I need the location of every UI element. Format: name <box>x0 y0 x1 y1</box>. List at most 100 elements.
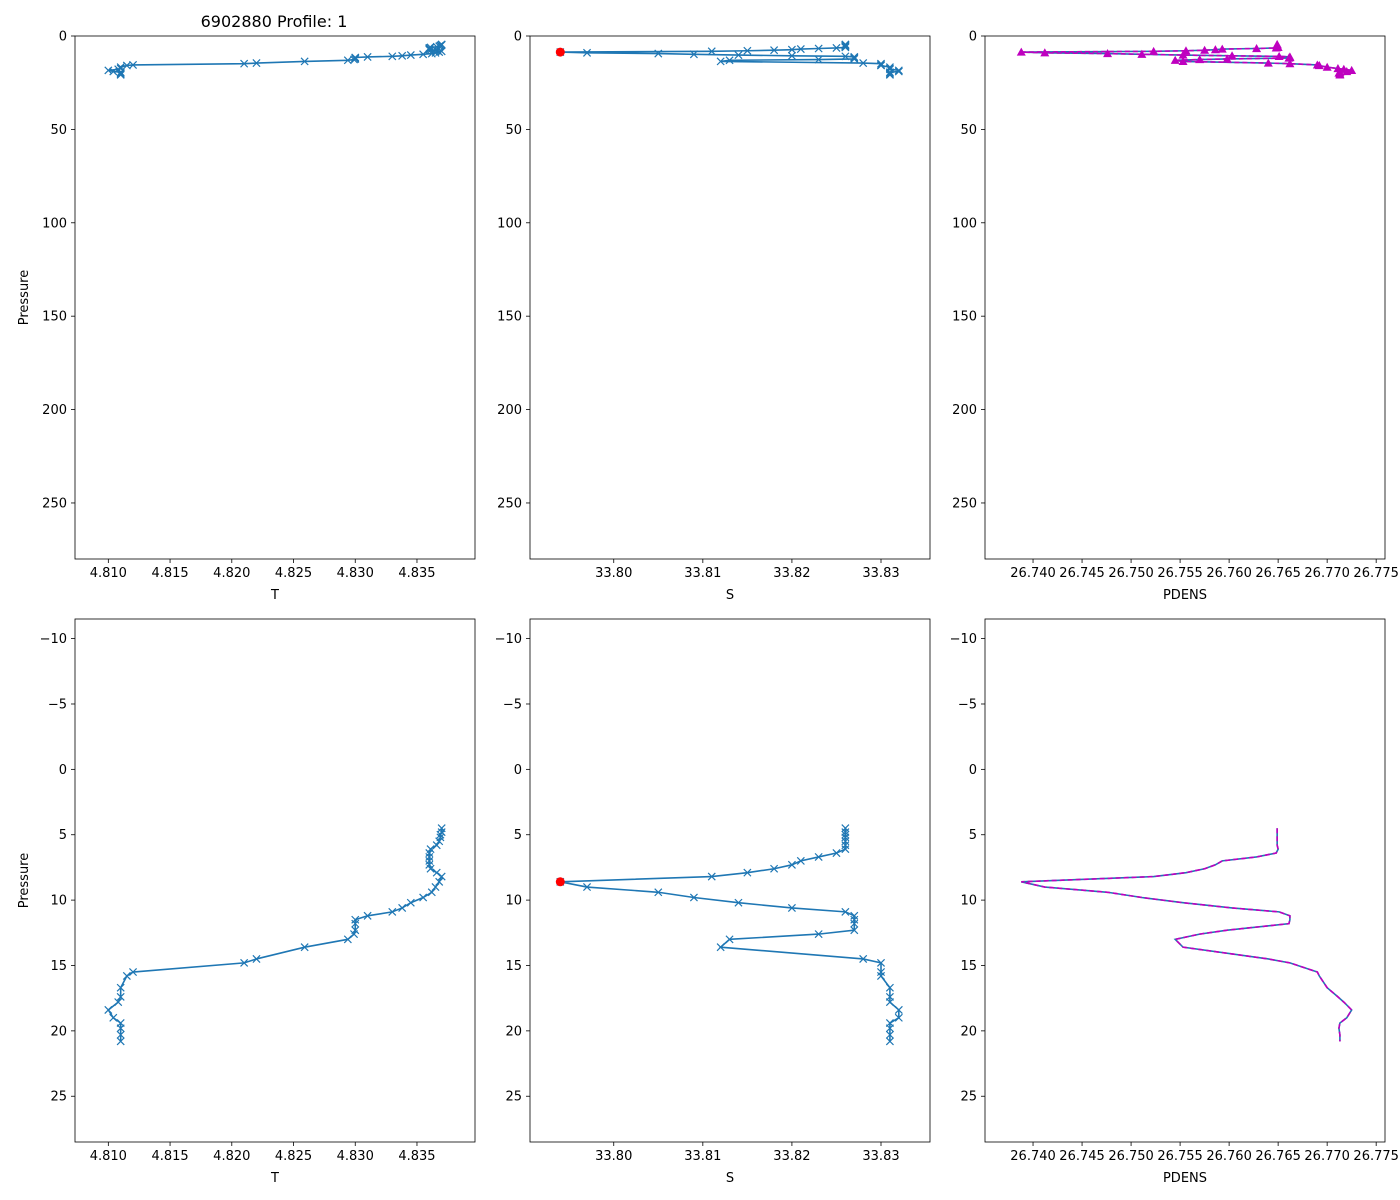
y-tick-label: 20 <box>505 1024 522 1039</box>
y-tick-label: 15 <box>960 959 977 974</box>
y-tick-label: 10 <box>960 894 977 909</box>
x-axis-label: S <box>726 588 734 603</box>
plot-bottom-salinity: 33.80 33.81 33.82 33.83−10−50510152025S <box>495 619 930 1186</box>
x-tick-label: 26.740 <box>1010 1149 1056 1164</box>
x-axis-label: PDENS <box>1163 588 1207 603</box>
x-tick-label: 33.80 <box>595 566 632 581</box>
x-tick-label: 26.750 <box>1108 566 1154 581</box>
figure-title: 6902880 Profile: 1 <box>201 12 348 31</box>
x-tick-label: 26.775 <box>1353 566 1399 581</box>
x-axis-label: T <box>270 1171 279 1186</box>
y-tick-label: 15 <box>50 959 67 974</box>
y-tick-label: 50 <box>505 123 522 138</box>
x-tick-label: 26.745 <box>1059 1149 1105 1164</box>
y-tick-label: 50 <box>50 123 67 138</box>
x-tick-label: 4.830 <box>337 566 374 581</box>
y-tick-label: 100 <box>952 216 977 231</box>
axes-frame <box>985 36 1385 559</box>
plot-top-salinity: 33.80 33.81 33.82 33.83050100150200250S <box>497 30 930 604</box>
data-point-marker <box>110 1014 117 1021</box>
y-tick-label: −10 <box>950 632 977 647</box>
y-tick-label: 25 <box>505 1090 522 1105</box>
x-tick-label: 26.770 <box>1304 1149 1350 1164</box>
plot-data <box>1017 40 1356 79</box>
y-tick-label: 250 <box>952 496 977 511</box>
y-tick-label: 0 <box>59 763 67 778</box>
x-tick-label: 4.815 <box>151 1149 188 1164</box>
x-tick-label: 33.80 <box>595 1149 632 1164</box>
x-tick-label: 4.835 <box>398 566 435 581</box>
y-tick-label: 250 <box>497 496 522 511</box>
y-tick-label: 50 <box>960 123 977 138</box>
x-tick-label: 26.770 <box>1304 566 1350 581</box>
x-tick-label: 26.760 <box>1206 566 1252 581</box>
y-tick-label: 250 <box>42 496 67 511</box>
axes-frame <box>530 36 930 559</box>
data-point-marker <box>407 899 414 906</box>
series-line <box>108 828 441 1041</box>
y-tick-label: 25 <box>50 1090 67 1105</box>
plot-data <box>105 825 446 1045</box>
plot-data <box>1021 828 1351 1041</box>
axes-frame <box>75 619 475 1142</box>
plot-data <box>556 825 903 1045</box>
y-tick-label: 0 <box>969 30 977 45</box>
y-tick-label: 150 <box>497 310 522 325</box>
figure: 6902880 Profile: 1 4.810 4.815 4.820 4.825 4… <box>0 0 1400 1200</box>
x-tick-label: 26.745 <box>1059 566 1105 581</box>
flagged-point <box>556 48 565 57</box>
y-tick-label: 0 <box>59 30 67 45</box>
x-tick-label: 4.820 <box>213 566 250 581</box>
x-axis-label: T <box>270 588 279 603</box>
y-tick-label: −5 <box>48 697 67 712</box>
data-point-marker <box>420 894 427 901</box>
y-tick-label: 150 <box>42 310 67 325</box>
x-axis-label: S <box>726 1171 734 1186</box>
plot-data <box>556 41 903 79</box>
x-tick-label: 33.82 <box>773 566 810 581</box>
y-tick-label: −5 <box>958 697 977 712</box>
x-tick-label: 4.810 <box>90 1149 127 1164</box>
data-point-marker <box>851 54 858 61</box>
x-axis-label: PDENS <box>1163 1171 1207 1186</box>
plot-bottom-temperature: 4.810 4.815 4.820 4.825 4.830 4.835−10−505101… <box>17 619 475 1186</box>
y-tick-label: 150 <box>952 310 977 325</box>
y-axis-label: Pressure <box>17 270 32 326</box>
x-tick-label: 4.820 <box>213 1149 250 1164</box>
x-tick-label: 4.825 <box>275 566 312 581</box>
x-tick-label: 26.760 <box>1206 1149 1252 1164</box>
y-tick-label: −10 <box>495 632 522 647</box>
plot-bottom-density: 26.740 26.745 26.750 26.755 26.760 26.765 26.7… <box>950 619 1399 1186</box>
y-tick-label: 100 <box>42 216 67 231</box>
flagged-point <box>556 877 565 886</box>
data-point-marker <box>399 904 406 911</box>
x-tick-label: 33.81 <box>684 1149 721 1164</box>
y-tick-label: 0 <box>514 30 522 45</box>
data-point-marker <box>432 883 439 890</box>
x-tick-label: 4.835 <box>398 1149 435 1164</box>
series-line <box>1021 828 1351 1041</box>
y-axis-label: Pressure <box>17 853 32 909</box>
x-tick-label: 26.740 <box>1010 566 1056 581</box>
y-tick-label: 200 <box>42 403 67 418</box>
x-tick-label: 4.810 <box>90 566 127 581</box>
y-tick-label: 20 <box>50 1024 67 1039</box>
series-line <box>108 44 441 74</box>
data-point-marker <box>105 1006 112 1013</box>
y-tick-label: −5 <box>503 697 522 712</box>
x-tick-label: 26.750 <box>1108 1149 1154 1164</box>
data-point-marker <box>428 889 435 896</box>
x-tick-label: 4.815 <box>151 566 188 581</box>
x-tick-label: 26.755 <box>1157 566 1203 581</box>
x-tick-label: 26.775 <box>1353 1149 1399 1164</box>
y-tick-label: 15 <box>505 959 522 974</box>
y-tick-label: 0 <box>969 763 977 778</box>
axes-frame <box>75 36 475 559</box>
y-tick-label: 200 <box>952 403 977 418</box>
y-tick-label: 10 <box>505 894 522 909</box>
x-tick-label: 33.83 <box>862 1149 899 1164</box>
y-tick-label: 25 <box>960 1090 977 1105</box>
x-tick-label: 26.755 <box>1157 1149 1203 1164</box>
series-line <box>560 828 899 1041</box>
x-tick-label: 33.83 <box>862 566 899 581</box>
